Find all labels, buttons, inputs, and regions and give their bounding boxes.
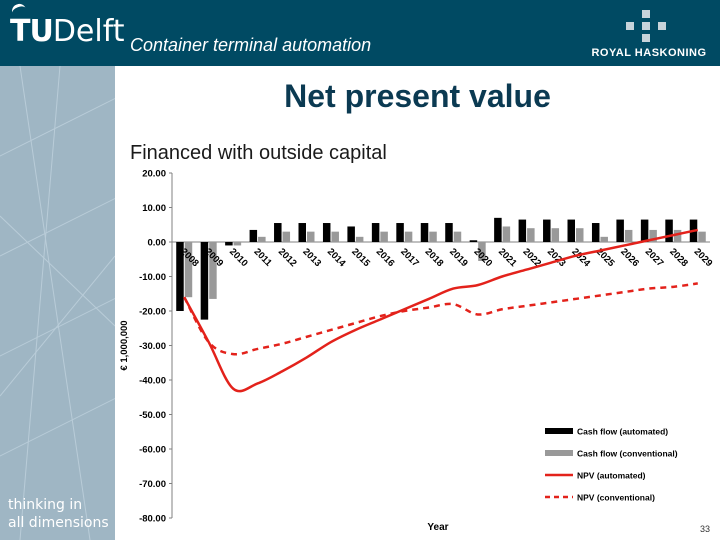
sidebar-panel — [0, 66, 115, 540]
header-title: Container terminal automation — [130, 35, 372, 55]
y-tick-label: -80.00 — [139, 514, 166, 525]
bar-automated — [543, 219, 551, 242]
bar-automated — [469, 240, 478, 242]
bar-automated — [225, 242, 233, 246]
bar-conventional — [624, 229, 633, 242]
rh-squares-icon — [626, 10, 666, 42]
bar-conventional — [453, 231, 462, 242]
bar-automated — [591, 223, 600, 242]
bar-automated — [518, 219, 527, 242]
bar-conventional — [600, 236, 608, 242]
y-tick-label: 20.00 — [142, 169, 166, 180]
y-tick-label: -20.00 — [139, 307, 166, 318]
bar-automated — [176, 242, 184, 311]
bar-conventional — [307, 231, 315, 242]
x-tick-label: 2015 — [349, 246, 372, 269]
bar-conventional — [184, 242, 193, 298]
x-tick-label: 2028 — [667, 246, 690, 269]
bar-automated — [494, 217, 502, 242]
legend-swatch — [545, 450, 573, 456]
y-tick-label: -50.00 — [139, 410, 166, 421]
bar-automated — [249, 229, 258, 242]
x-tick-label: 2020 — [472, 246, 495, 269]
x-tick-label: 2024 — [569, 246, 592, 269]
x-tick-label: 2010 — [227, 246, 250, 269]
bar-automated — [322, 223, 331, 242]
bar-conventional — [282, 231, 291, 242]
legend-label: Cash flow (conventional) — [577, 449, 678, 459]
x-axis-title: Year — [427, 522, 448, 533]
slide-subtitle: Financed with outside capital — [130, 142, 387, 164]
bar-conventional — [649, 229, 657, 242]
bar-automated — [640, 219, 649, 242]
y-tick-label: -30.00 — [139, 341, 166, 352]
x-tick-label: 2014 — [325, 246, 348, 269]
bar-conventional — [698, 231, 706, 242]
tagline-line-2: all dimensions — [8, 515, 109, 531]
bar-automated — [298, 223, 306, 242]
sidebar-tagline: thinking in all dimensions — [8, 496, 109, 532]
x-tick-label: 2027 — [643, 246, 666, 269]
x-tick-label: 2021 — [496, 246, 519, 269]
y-tick-label: -70.00 — [139, 479, 166, 490]
x-tick-label: 2029 — [692, 246, 715, 269]
y-axis-title: € 1,000,000 — [119, 320, 130, 370]
y-tick-label: 0.00 — [148, 238, 167, 249]
bar-conventional — [673, 229, 682, 242]
page-number: 33 — [700, 524, 711, 534]
slide-title: Net present value — [284, 78, 551, 114]
bar-conventional — [380, 231, 388, 242]
legend-label: Cash flow (automated) — [577, 427, 668, 437]
bar-conventional — [258, 236, 266, 242]
x-tick-label: 2019 — [447, 246, 470, 269]
bar-automated — [616, 219, 624, 242]
x-tick-label: 2011 — [251, 246, 274, 269]
npv-automated-line — [183, 228, 699, 393]
bar-conventional — [576, 228, 584, 242]
header-bar: TUDelft Container terminal automation RO… — [0, 0, 720, 66]
bar-conventional — [355, 236, 364, 242]
rh-logo-text: ROYAL HASKONING — [591, 47, 707, 59]
x-tick-label: 2017 — [398, 246, 421, 269]
x-tick-label: 2018 — [423, 246, 446, 269]
x-tick-label: 2016 — [374, 246, 397, 269]
bar-automated — [200, 242, 209, 320]
y-tick-label: -10.00 — [139, 272, 166, 283]
bar-conventional — [478, 242, 486, 261]
sidebar-pattern — [0, 66, 115, 540]
npv-chart: 20.00 10.00 0.00 -10.00 -20.00 -30.00 -40.00 -5… — [119, 169, 715, 534]
bar-automated — [396, 223, 404, 242]
bar-automated — [445, 223, 453, 242]
logo-delft-text: Delft — [52, 14, 125, 49]
bar-automated — [665, 219, 673, 242]
logo-tu-text: TU — [10, 14, 54, 49]
tudelft-logo: TUDelft — [10, 12, 125, 52]
bar-automated — [347, 226, 355, 242]
bar-conventional — [502, 226, 511, 242]
bar-conventional — [404, 231, 413, 242]
x-tick-label: 2012 — [276, 246, 299, 269]
bar-automated — [371, 223, 380, 242]
bar-automated — [420, 223, 429, 242]
bar-conventional — [551, 228, 560, 242]
bar-automated — [274, 223, 282, 242]
y-tick-label: 10.00 — [142, 203, 166, 214]
bar-automated — [567, 219, 575, 242]
y-tick-label: -60.00 — [139, 445, 166, 456]
y-tick-label: -40.00 — [139, 376, 166, 387]
bar-conventional — [233, 242, 242, 246]
x-tick-label: 2013 — [300, 246, 323, 269]
tagline-line-1: thinking in — [8, 497, 83, 513]
legend-label: NPV (automated) — [577, 471, 646, 481]
bar-conventional — [331, 231, 339, 242]
legend-label: NPV (conventional) — [577, 493, 655, 503]
legend-swatch — [545, 428, 573, 434]
bar-conventional — [527, 228, 535, 242]
bar-conventional — [429, 231, 437, 242]
bar-conventional — [209, 242, 217, 299]
royal-haskoning-logo: ROYAL HASKONING — [588, 10, 710, 60]
x-tick-label: 2026 — [618, 246, 641, 269]
